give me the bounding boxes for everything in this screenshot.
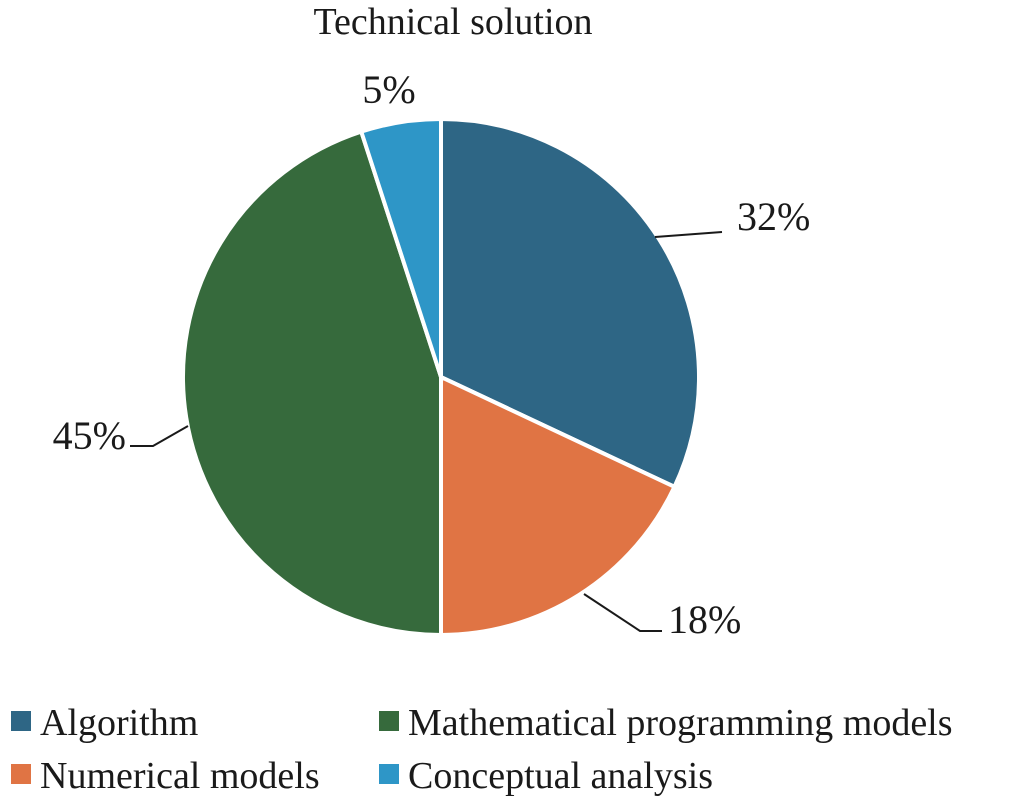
legend-label-numerical-models: Numerical models [40, 755, 320, 797]
data-label-numerical-models: 18% [668, 597, 741, 642]
data-label-algorithm: 32% [737, 194, 810, 239]
slices-group [181, 117, 701, 637]
legend-swatch-mathematical-programming-models [379, 711, 399, 731]
legend-swatch-numerical-models [11, 764, 31, 784]
data-label-conceptual-analysis: 5% [362, 67, 415, 112]
legend-item-mathematical-programming-models: Mathematical programming models [379, 702, 953, 744]
legend-label-algorithm: Algorithm [40, 702, 198, 744]
pie-slice-mathematical-programming-models [181, 129, 443, 637]
pie-slice-algorithm [439, 117, 701, 489]
legend-item-numerical-models: Numerical models [11, 755, 320, 797]
leader-line-algorithm [654, 231, 723, 238]
legend-swatch-conceptual-analysis [379, 764, 399, 784]
chart-title: Technical solution [313, 1, 592, 43]
leader-line-mathematical-programming-models [130, 425, 189, 447]
legend: Algorithm Mathematical programming models… [11, 702, 953, 797]
legend-swatch-algorithm [11, 711, 31, 731]
data-label-mathematical-programming-models: 45% [53, 413, 126, 458]
legend-item-conceptual-analysis: Conceptual analysis [379, 755, 713, 797]
data-labels-group: 32% 18% 45% 5% [53, 67, 811, 642]
legend-label-mathematical-programming-models: Mathematical programming models [408, 702, 953, 744]
pie-slice-numerical-models [439, 375, 677, 637]
leader-line-numerical-models [583, 593, 662, 632]
pie-slice-conceptual-analysis [359, 117, 443, 379]
legend-label-conceptual-analysis: Conceptual analysis [408, 755, 713, 797]
legend-item-algorithm: Algorithm [11, 702, 198, 744]
